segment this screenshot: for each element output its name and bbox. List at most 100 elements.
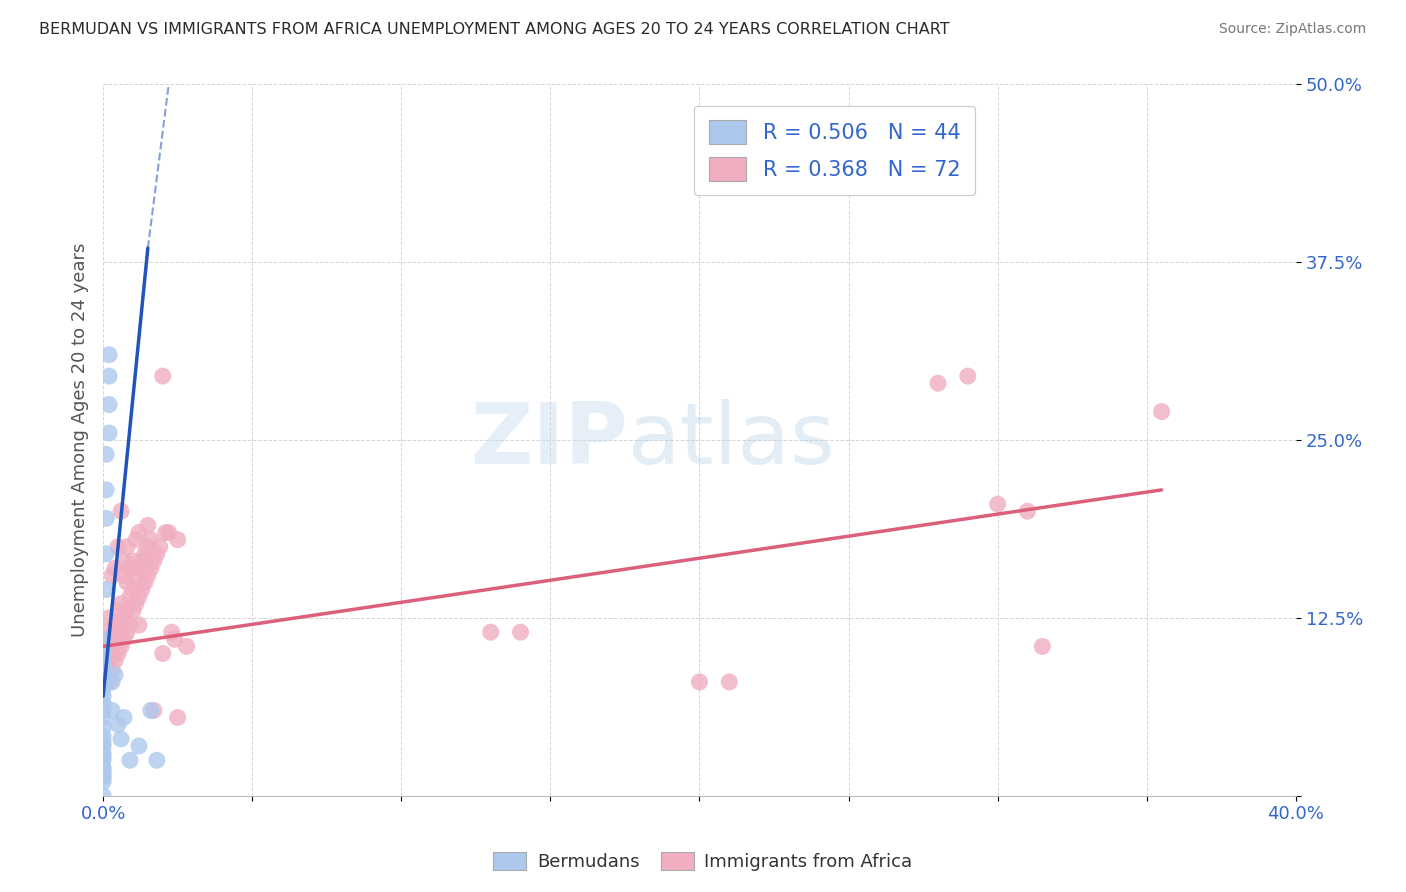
Point bbox=[152, 369, 174, 384]
Point bbox=[98, 348, 121, 362]
Point bbox=[718, 675, 741, 690]
Point bbox=[104, 635, 127, 649]
Point bbox=[479, 625, 502, 640]
Point bbox=[128, 590, 150, 604]
Point bbox=[98, 369, 121, 384]
Point bbox=[688, 675, 710, 690]
Point bbox=[107, 540, 129, 554]
Point bbox=[509, 625, 531, 640]
Legend: R = 0.506   N = 44, R = 0.368   N = 72: R = 0.506 N = 44, R = 0.368 N = 72 bbox=[695, 105, 976, 195]
Point bbox=[134, 547, 156, 561]
Point bbox=[139, 561, 162, 575]
Point bbox=[91, 774, 114, 789]
Point bbox=[91, 760, 114, 774]
Point bbox=[98, 654, 121, 668]
Point bbox=[110, 618, 132, 632]
Point bbox=[146, 753, 169, 767]
Point bbox=[176, 640, 198, 654]
Point bbox=[128, 618, 150, 632]
Point bbox=[110, 597, 132, 611]
Point bbox=[146, 547, 169, 561]
Point bbox=[94, 582, 117, 597]
Point bbox=[1150, 404, 1173, 418]
Point bbox=[163, 632, 186, 647]
Point bbox=[91, 721, 114, 735]
Point bbox=[91, 734, 114, 748]
Point bbox=[157, 525, 180, 540]
Point bbox=[139, 703, 162, 717]
Point bbox=[91, 668, 114, 682]
Point bbox=[94, 447, 117, 461]
Point bbox=[101, 568, 124, 582]
Point bbox=[107, 647, 129, 661]
Point bbox=[101, 629, 124, 643]
Point bbox=[104, 668, 127, 682]
Point bbox=[118, 753, 141, 767]
Point bbox=[104, 618, 127, 632]
Point bbox=[107, 717, 129, 731]
Point bbox=[115, 625, 138, 640]
Legend: Bermudans, Immigrants from Africa: Bermudans, Immigrants from Africa bbox=[486, 845, 920, 879]
Y-axis label: Unemployment Among Ages 20 to 24 years: Unemployment Among Ages 20 to 24 years bbox=[72, 243, 89, 637]
Point bbox=[112, 568, 135, 582]
Point bbox=[122, 554, 145, 568]
Point bbox=[94, 661, 117, 675]
Point bbox=[98, 425, 121, 440]
Point bbox=[91, 640, 114, 654]
Point bbox=[91, 689, 114, 703]
Point bbox=[112, 611, 135, 625]
Point bbox=[131, 582, 153, 597]
Point bbox=[136, 568, 159, 582]
Point bbox=[956, 369, 979, 384]
Point bbox=[91, 710, 114, 724]
Point bbox=[91, 675, 114, 690]
Point bbox=[128, 739, 150, 753]
Point bbox=[128, 525, 150, 540]
Point bbox=[152, 647, 174, 661]
Point bbox=[112, 554, 135, 568]
Point bbox=[118, 618, 141, 632]
Point bbox=[98, 675, 121, 690]
Point bbox=[987, 497, 1010, 511]
Point bbox=[128, 561, 150, 575]
Point bbox=[166, 710, 188, 724]
Point bbox=[91, 661, 114, 675]
Point bbox=[122, 604, 145, 618]
Point bbox=[91, 632, 114, 647]
Point bbox=[160, 625, 183, 640]
Point bbox=[112, 632, 135, 647]
Point bbox=[91, 696, 114, 710]
Text: Source: ZipAtlas.com: Source: ZipAtlas.com bbox=[1219, 22, 1367, 37]
Point bbox=[91, 681, 114, 696]
Text: BERMUDAN VS IMMIGRANTS FROM AFRICA UNEMPLOYMENT AMONG AGES 20 TO 24 YEARS CORREL: BERMUDAN VS IMMIGRANTS FROM AFRICA UNEMP… bbox=[39, 22, 950, 37]
Point bbox=[91, 753, 114, 767]
Point bbox=[110, 504, 132, 518]
Point bbox=[101, 649, 124, 664]
Point bbox=[91, 767, 114, 781]
Point bbox=[134, 575, 156, 590]
Point bbox=[104, 654, 127, 668]
Point bbox=[107, 604, 129, 618]
Point bbox=[98, 632, 121, 647]
Point bbox=[1031, 640, 1053, 654]
Point bbox=[115, 540, 138, 554]
Point bbox=[94, 547, 117, 561]
Point bbox=[91, 770, 114, 784]
Point bbox=[94, 625, 117, 640]
Point bbox=[131, 554, 153, 568]
Point bbox=[115, 604, 138, 618]
Point bbox=[107, 625, 129, 640]
Point bbox=[110, 640, 132, 654]
Point bbox=[122, 582, 145, 597]
Point bbox=[136, 540, 159, 554]
Point bbox=[91, 746, 114, 760]
Point bbox=[94, 511, 117, 525]
Point bbox=[110, 731, 132, 746]
Point bbox=[155, 525, 177, 540]
Point bbox=[91, 654, 114, 668]
Point bbox=[101, 675, 124, 690]
Point bbox=[142, 703, 165, 717]
Point bbox=[125, 568, 148, 582]
Point bbox=[91, 763, 114, 777]
Point bbox=[118, 590, 141, 604]
